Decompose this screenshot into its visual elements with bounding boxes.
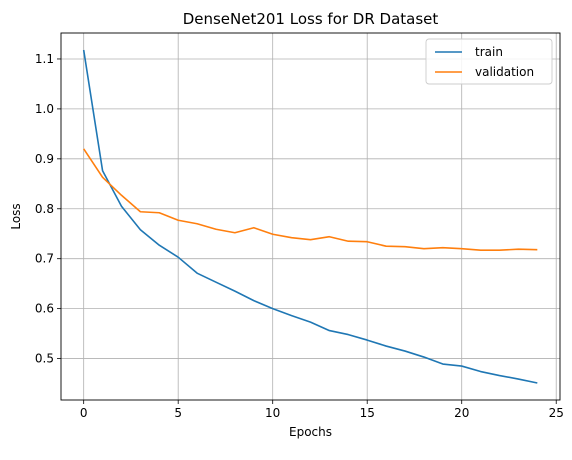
series-line-train: [82, 49, 538, 384]
y-tick-label: 1.0: [35, 102, 54, 116]
x-tick-label: 20: [454, 406, 469, 420]
x-tick-label: 25: [549, 406, 564, 420]
ticks-layer: 0 5 10 15 20 25 0.5 0.6 0.7 0.8 0.9 1.0 1.1: [35, 52, 564, 420]
x-tick-label: 5: [174, 406, 182, 420]
x-tick-label: 10: [265, 406, 280, 420]
y-tick-label: 1.1: [35, 52, 54, 66]
series-line-validation: [83, 148, 538, 251]
y-tick-label: 0.6: [35, 302, 54, 316]
x-tick-label: 15: [360, 406, 375, 420]
y-tick-label: 0.8: [35, 202, 54, 216]
y-tick-label: 0.5: [35, 352, 54, 366]
grid-layer: [61, 33, 560, 400]
chart-title: DenseNet201 Loss for DR Dataset: [183, 10, 439, 28]
x-axis-label: Epochs: [289, 425, 332, 439]
y-tick-label: 0.9: [35, 152, 54, 166]
legend-label-train: train: [475, 45, 503, 59]
plot-frame: [60, 32, 561, 401]
legend-label-validation: validation: [475, 65, 534, 79]
legend: train validation: [425, 38, 553, 85]
y-axis-label: Loss: [9, 203, 23, 229]
x-tick-label: 0: [80, 406, 88, 420]
y-tick-label: 0.7: [35, 252, 54, 266]
series-layer: [82, 49, 538, 384]
